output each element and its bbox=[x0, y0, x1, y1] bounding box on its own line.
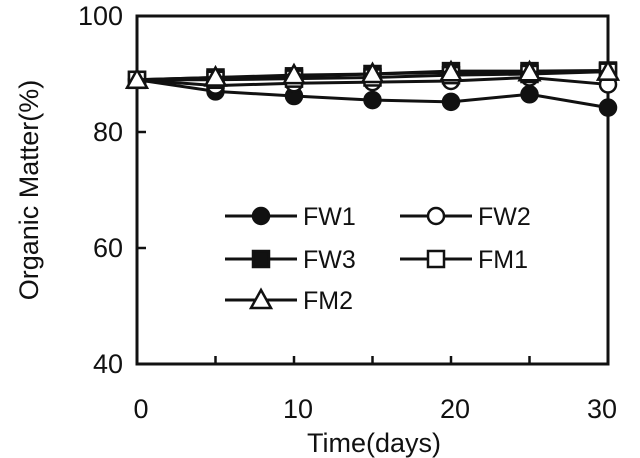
legend-item-fw2: FW2 bbox=[400, 203, 531, 231]
legend-marker-fw3 bbox=[251, 249, 271, 269]
legend-marker-fm1 bbox=[426, 249, 446, 269]
legend-label-fm2: FM2 bbox=[303, 287, 353, 315]
x-tick-label: 30 bbox=[587, 394, 617, 424]
legend-label-fw3: FW3 bbox=[303, 246, 356, 274]
y-tick-label: 80 bbox=[93, 117, 123, 147]
legend-marker-fw2 bbox=[426, 206, 446, 226]
legend-item-fm2: FM2 bbox=[225, 287, 353, 315]
data-point-fm2 bbox=[360, 61, 385, 84]
legend-item-fw3: FW3 bbox=[225, 246, 356, 274]
x-axis-title: Time(days) bbox=[307, 428, 441, 458]
y-axis-title: Organic Matter(%) bbox=[14, 80, 44, 301]
data-point-fm2 bbox=[595, 59, 621, 81]
y-tick-label: 60 bbox=[93, 233, 123, 263]
x-tick-label: 10 bbox=[283, 394, 313, 424]
legend-marker-fm2 bbox=[248, 287, 274, 310]
x-tick-label: 20 bbox=[440, 394, 470, 424]
data-point-fm2 bbox=[203, 64, 228, 87]
legend: FW1 FW2 FW3 FM1 FM2 bbox=[225, 203, 531, 315]
legend-label-fm1: FM1 bbox=[478, 246, 528, 274]
y-tick-label: 100 bbox=[78, 1, 123, 31]
legend-item-fm1: FM1 bbox=[400, 246, 528, 274]
data-point-fw1 bbox=[598, 98, 618, 117]
legend-item-fw1: FW1 bbox=[225, 203, 356, 231]
data-point-fm2 bbox=[124, 67, 150, 90]
data-point-fm2 bbox=[517, 59, 542, 82]
legend-label-fw2: FW2 bbox=[478, 203, 531, 231]
legend-label-fw1: FW1 bbox=[303, 203, 356, 231]
y-tick-label: 40 bbox=[93, 349, 123, 379]
data-point-fw1 bbox=[441, 92, 461, 112]
data-point-fm2 bbox=[281, 62, 307, 85]
data-point-fm2 bbox=[438, 59, 464, 82]
legend-marker-fw1 bbox=[251, 206, 271, 226]
series-fm2 bbox=[124, 59, 621, 90]
x-tick-label: 0 bbox=[133, 394, 148, 424]
data-point-fw1 bbox=[520, 85, 539, 104]
data-point-fw1 bbox=[363, 90, 382, 110]
